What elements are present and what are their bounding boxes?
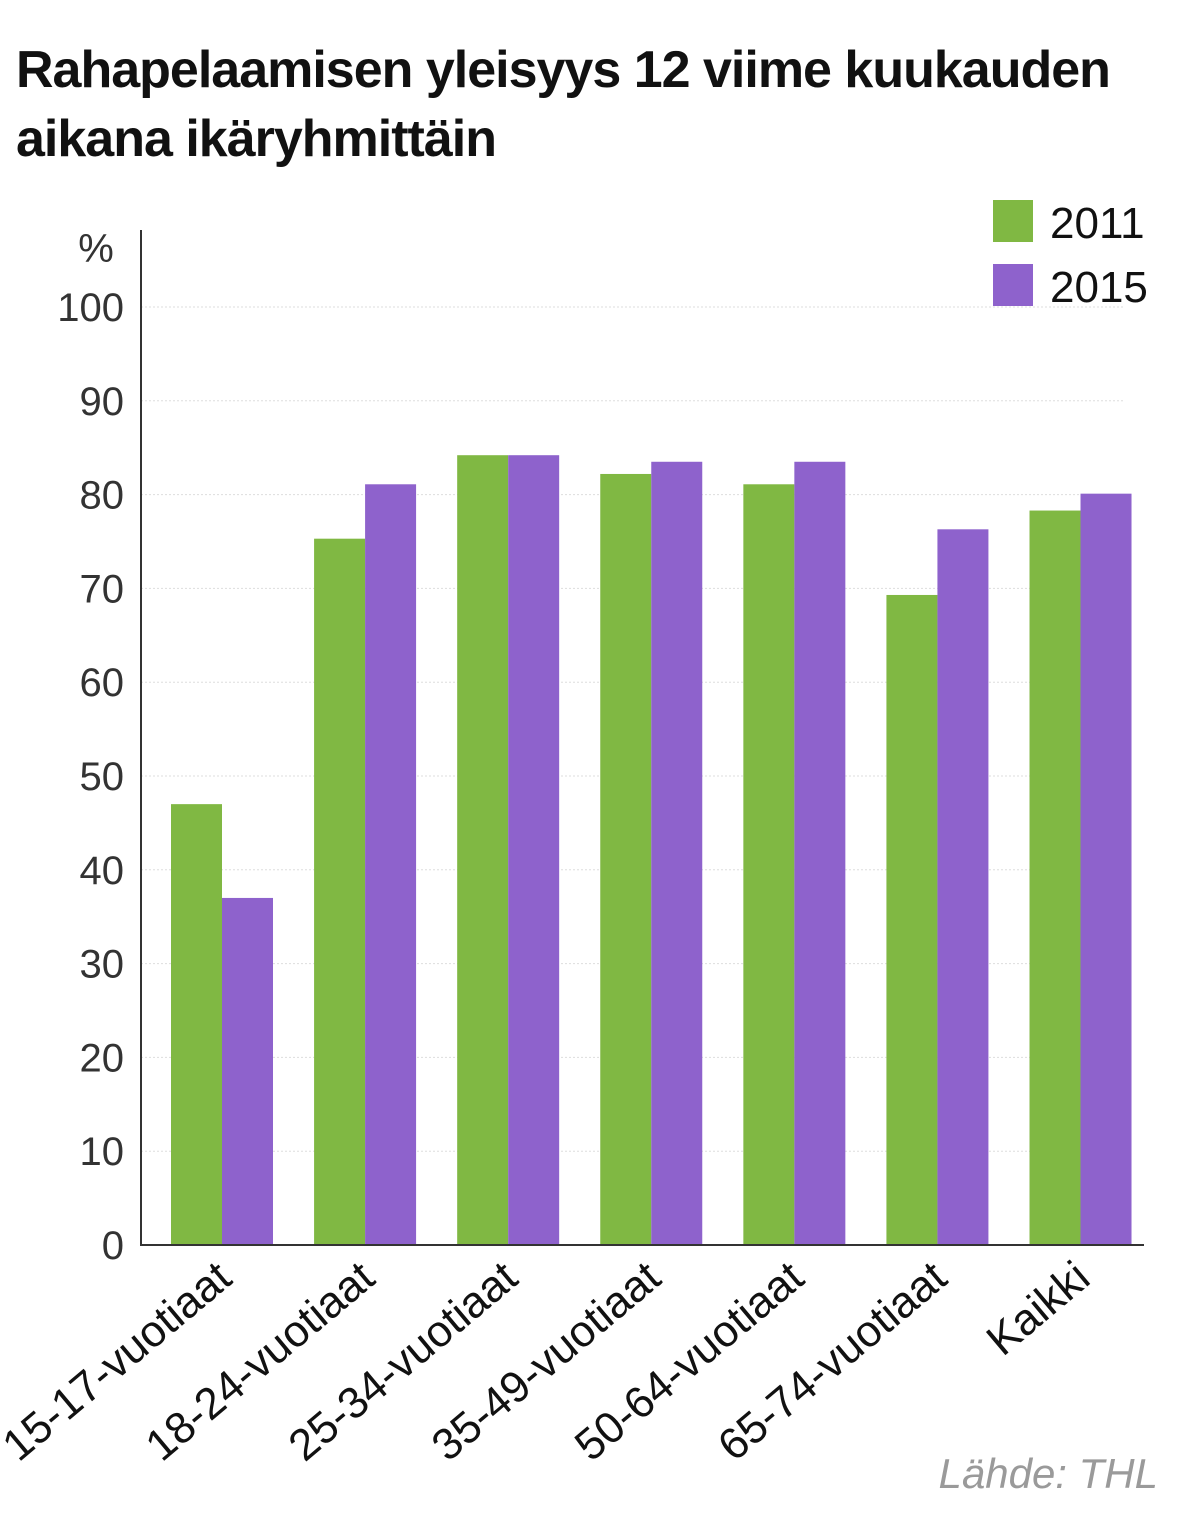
bar-2015-50-64-vuotiaat [794,461,846,1245]
bar-2015-25-34-vuotiaat [508,455,560,1246]
y-tick-label: 100 [57,286,124,330]
chart-title: Rahapelaamisen yleisyys 12 viime kuukaud… [16,41,1111,168]
legend-label: 2011 [1050,199,1145,248]
source-note: Lähde: THL [939,1450,1158,1497]
bar-2011-Kaikki [1029,510,1081,1245]
bar-2015-15-17-vuotiaat [222,897,273,1245]
y-axis-unit: % [78,227,114,271]
legend-label: 2015 [1050,263,1148,312]
y-tick-label: 60 [80,661,125,705]
bar-2011-65-74-vuotiaat [886,594,938,1245]
y-tick-label: 10 [80,1130,125,1174]
y-tick-label: 80 [80,474,125,518]
legend-swatch-2015 [993,264,1033,306]
bar-2011-50-64-vuotiaat [743,484,795,1246]
bar-2015-35-49-vuotiaat [651,461,703,1245]
x-tick-labels: 15-17-vuotiaat18-24-vuotiaat25-34-vuotia… [0,1252,1099,1470]
bar-2011-18-24-vuotiaat [314,538,366,1245]
bars [171,455,1132,1246]
bar-2011-25-34-vuotiaat [457,455,509,1246]
y-tick-label: 0 [102,1224,124,1268]
axes [140,230,1144,1246]
y-tick-labels: 0 10 20 30 40 50 60 70 80 90 100 [57,286,124,1268]
y-tick-label: 70 [80,567,125,611]
bar-2011-35-49-vuotiaat [600,473,652,1245]
legend: 2011 2015 [993,199,1148,312]
bar-2015-18-24-vuotiaat [365,484,417,1246]
y-tick-label: 90 [80,380,125,424]
legend-swatch-2011 [993,200,1033,242]
y-tick-label: 40 [80,849,125,893]
bar-2015-65-74-vuotiaat [937,529,989,1245]
y-tick-label: 20 [80,1036,125,1080]
bar-2011-15-17-vuotiaat [171,804,222,1245]
bar-2015-Kaikki [1080,493,1132,1245]
y-tick-label: 50 [80,755,125,799]
x-tick-label: Kaikki [978,1252,1099,1365]
y-tick-label: 30 [80,943,125,987]
